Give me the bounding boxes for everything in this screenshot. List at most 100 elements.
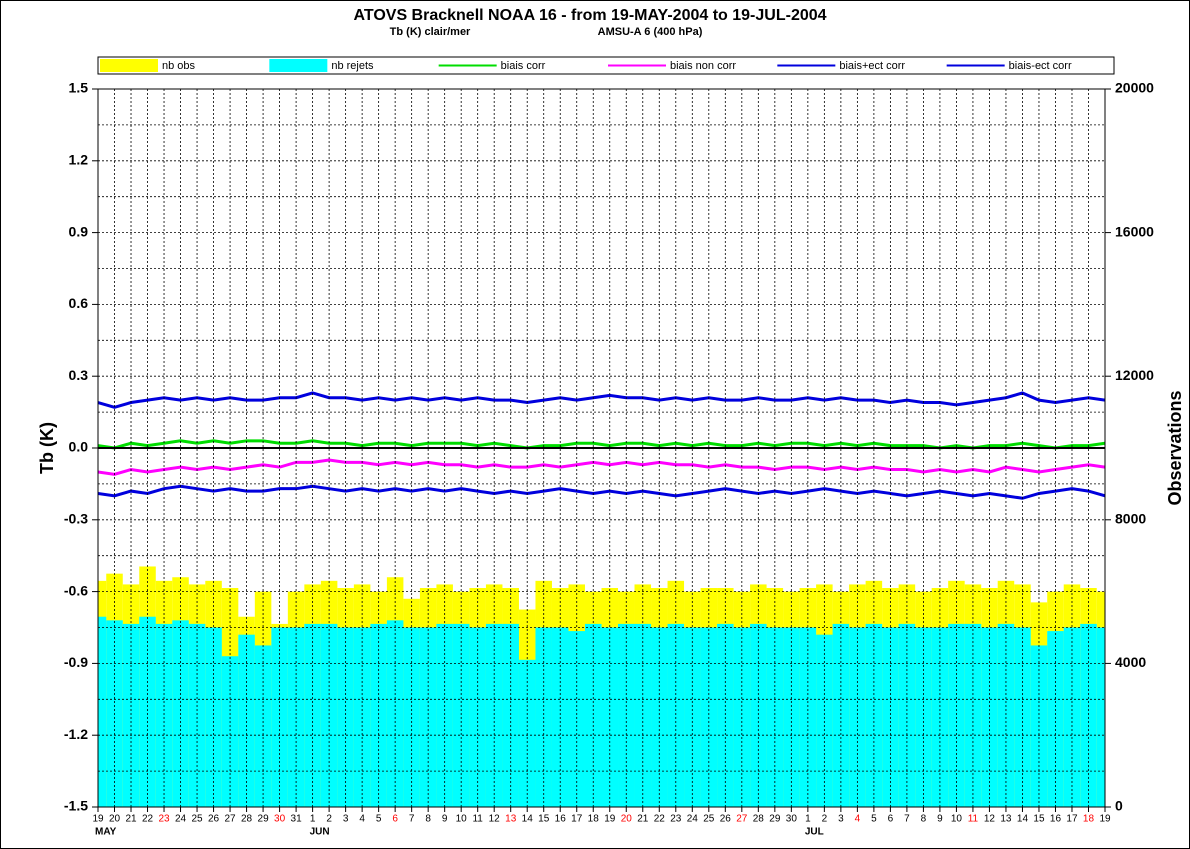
x-tick-label: 16 [1050,814,1062,825]
bar [221,656,239,807]
x-tick-label: 9 [442,814,448,825]
x-tick-label: 11 [968,814,979,825]
y2-tick-label: 12000 [1115,367,1154,383]
line-series [98,391,1105,409]
bar [964,623,982,807]
y-axis-label: Tb (K) [37,422,57,474]
x-tick-label: 26 [720,814,732,825]
bar [1096,627,1105,807]
x-tick-label: 25 [191,814,203,825]
month-label: JUL [805,827,824,838]
y-tick-label: 1.5 [69,80,89,96]
bar [436,623,453,807]
bar [717,623,734,807]
x-tick-label: 17 [571,814,583,825]
x-tick-label: 30 [274,814,286,825]
x-tick-label: 11 [472,814,483,825]
legend-swatch [269,59,328,72]
y2-tick-label: 0 [1115,798,1123,814]
y-tick-label: -0.9 [64,654,88,670]
x-tick-label: 25 [703,814,715,825]
x-tick-label: 23 [158,814,170,825]
y2-axis-label: Observations [1165,390,1185,505]
month-label: MAY [95,827,117,838]
x-tick-label: 31 [291,814,303,825]
bar [188,623,206,807]
x-tick-label: 22 [142,814,154,825]
legend-swatch [100,59,158,72]
x-tick-label: 13 [1000,814,1012,825]
bar [1047,631,1064,807]
x-tick-label: 14 [522,814,534,825]
bar [816,634,833,807]
x-tick-label: 8 [921,814,927,825]
x-tick-label: 5 [871,814,877,825]
y2-tick-label: 4000 [1115,654,1146,670]
x-tick-label: 17 [1066,814,1078,825]
x-tick-label: 15 [1033,814,1045,825]
bar [1080,623,1097,807]
x-tick-label: 19 [604,814,616,825]
bar [584,623,602,807]
x-tick-label: 12 [984,814,996,825]
y-tick-label: -0.6 [64,582,88,598]
x-tick-label: 24 [175,814,187,825]
bar [304,623,321,807]
bar [98,616,107,807]
x-tick-label: 29 [769,814,781,825]
bar [750,623,767,807]
bar [320,623,338,807]
bar [865,623,883,807]
x-tick-label: 4 [855,814,861,825]
bar [997,623,1015,807]
x-tick-label: 3 [343,814,349,825]
legend-label: biais+ect corr [839,60,905,72]
legend-label: nb obs [162,60,196,72]
y2-tick-label: 8000 [1115,511,1146,527]
x-tick-label: 16 [555,814,567,825]
x-tick-label: 7 [904,814,910,825]
y-tick-label: -0.3 [64,511,88,527]
x-tick-label: 21 [637,814,649,825]
bar [898,623,916,807]
y2-tick-label: 20000 [1115,80,1154,96]
x-tick-label: 20 [621,814,633,825]
legend-label: biais non corr [670,60,736,72]
y-tick-label: 1.2 [69,152,89,168]
x-tick-label: 3 [838,814,844,825]
y-tick-label: 0.3 [69,367,89,383]
bar [568,631,585,807]
x-tick-label: 28 [753,814,765,825]
x-tick-label: 1 [805,814,811,825]
bar [155,623,173,807]
y-tick-label: 0.6 [69,295,89,311]
line-series [98,484,1105,500]
y-tick-label: 0.9 [69,223,89,239]
legend-box [97,56,1115,75]
x-tick-label: 30 [786,814,798,825]
x-tick-label: 9 [937,814,943,825]
x-tick-label: 4 [359,814,365,825]
x-tick-label: 6 [392,814,398,825]
x-tick-label: 1 [310,814,316,825]
bar [948,623,965,807]
bar [502,623,519,807]
bar [634,623,652,807]
chart-title: ATOVS Bracknell NOAA 16 - from 19-MAY-20… [353,7,826,24]
legend-label: nb rejets [331,60,374,72]
bar [122,623,140,807]
x-tick-label: 24 [687,814,699,825]
x-tick-label: 19 [1099,814,1111,825]
bar [370,623,387,807]
x-tick-label: 5 [376,814,382,825]
bar [139,616,156,807]
x-tick-label: 26 [208,814,220,825]
line-series [98,458,1105,476]
x-tick-label: 19 [92,814,104,825]
y-tick-label: -1.2 [64,726,88,742]
x-tick-label: 28 [241,814,253,825]
y-tick-label: 0.0 [69,439,89,455]
bar [667,623,685,807]
x-tick-label: 10 [951,814,963,825]
